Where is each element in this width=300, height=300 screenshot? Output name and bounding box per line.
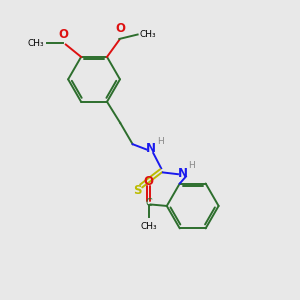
Text: CH₃: CH₃: [140, 30, 157, 39]
Text: N: N: [146, 142, 156, 155]
Text: CH₃: CH₃: [28, 39, 45, 48]
Text: H: H: [188, 161, 195, 170]
Text: O: O: [58, 28, 68, 41]
Text: C: C: [146, 198, 152, 208]
Text: H: H: [157, 137, 164, 146]
Text: N: N: [177, 167, 188, 179]
Text: O: O: [116, 22, 126, 35]
Text: O: O: [144, 175, 154, 188]
Text: CH₃: CH₃: [140, 222, 157, 231]
Text: S: S: [133, 184, 141, 196]
